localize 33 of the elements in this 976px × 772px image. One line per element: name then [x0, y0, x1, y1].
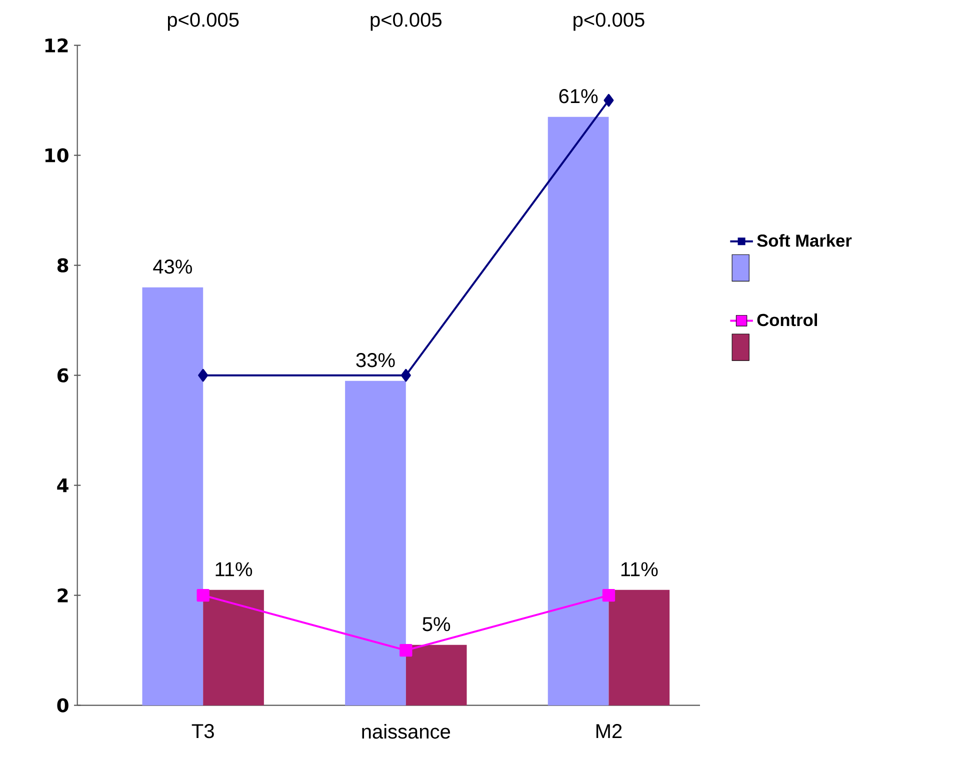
- annotation: 43%: [153, 260, 192, 274]
- text: p<0.005: [370, 12, 442, 31]
- bar: [142, 287, 204, 706]
- point: [602, 588, 616, 602]
- y-tick-label: 8: [57, 258, 68, 272]
- point: [604, 94, 614, 107]
- x-tick-label: T3: [192, 724, 214, 738]
- bar: [345, 380, 406, 706]
- x-tick-label: naissance: [362, 724, 450, 739]
- x-tick-label: M2: [596, 724, 622, 738]
- y-tick-label: 4: [57, 478, 68, 492]
- y-tick-label: 6: [57, 368, 68, 382]
- point: [400, 644, 412, 657]
- text: p<0.005: [574, 12, 644, 31]
- annotation: 33%: [356, 353, 395, 368]
- y-tick-label: 12: [45, 38, 68, 52]
- legend-label: Soft Marker: [757, 234, 852, 247]
- annotation: 11%: [621, 562, 658, 576]
- point: [196, 588, 210, 602]
- y-tick-label: 10: [45, 148, 68, 162]
- legend-label: Control: [757, 313, 817, 326]
- annotation: 61%: [559, 89, 598, 104]
- bar: [406, 644, 467, 706]
- annotation: 11%: [216, 562, 252, 576]
- y-tick-label: 2: [58, 588, 68, 602]
- bar: [548, 116, 609, 706]
- point: [400, 368, 411, 382]
- annotation: 5%: [422, 617, 450, 632]
- bar: [203, 590, 264, 706]
- point: [198, 368, 208, 382]
- y-tick-label: 0: [57, 698, 68, 712]
- bar: [608, 590, 670, 706]
- text: p<0.005: [168, 12, 239, 31]
